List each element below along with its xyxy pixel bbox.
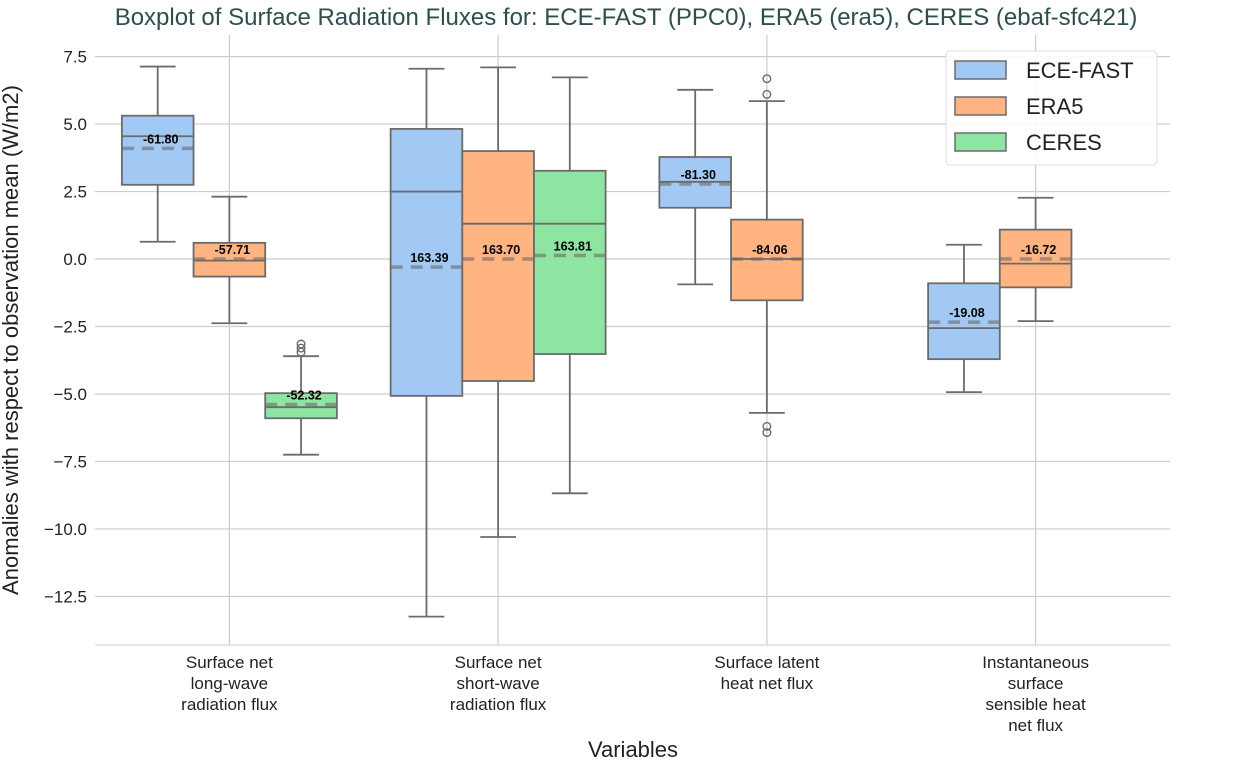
y-tick-label: 7.5 [63,48,87,67]
x-tick-label: surface [1008,674,1064,693]
x-tick-label: heat net flux [721,674,814,693]
box-ceres: 163.81 [533,76,607,495]
outlier-point [762,74,772,84]
box-era5: 163.70 [461,66,535,538]
chart-title: Boxplot of Surface Radiation Fluxes for:… [115,4,1138,31]
box-ece-fast: -81.30 [658,88,732,286]
iqr-box [389,128,464,397]
box-value-label: -19.08 [949,306,984,320]
y-tick-label: −7.5 [53,452,87,471]
x-tick-label: Surface net [455,653,542,672]
outlier-point [762,428,772,438]
x-axis-label: Variables [588,737,678,761]
box-era5: -84.06 [730,74,804,438]
legend-label: ERA5 [1026,94,1083,119]
x-tick-label: radiation flux [181,695,278,714]
legend-swatch-ceres [954,132,1007,152]
y-axis-label: Anomalies with respect to observation me… [0,85,23,595]
y-tick-label: 5.0 [63,115,87,134]
y-tick-label: −10.0 [44,520,87,539]
legend-swatch-era5 [954,96,1007,116]
box-value-label: 163.70 [482,243,520,257]
box-value-label: 163.81 [554,240,592,254]
box-ece-fast: 163.39 [389,67,464,618]
box-value-label: -16.72 [1021,243,1056,257]
iqr-box [533,169,607,355]
box-era5: -57.71 [192,195,267,325]
box-value-label: -57.71 [215,243,250,257]
x-tick-label: short-wave [457,674,540,693]
outlier-point [296,347,306,357]
box-value-label: -52.32 [286,389,321,403]
x-tick-label: radiation flux [450,695,547,714]
legend-label: ECE-FAST [1026,58,1134,83]
x-tick-label: Surface latent [714,653,819,672]
box-ece-fast: -19.08 [927,243,1001,393]
y-tick-label: 0.0 [63,250,87,269]
iqr-box [120,114,195,186]
outlier-point [296,343,306,353]
x-tick-label: net flux [1008,716,1063,735]
x-tick-label: Instantaneous [982,653,1089,672]
y-tick-label: −12.5 [44,587,87,606]
box-ece-fast: -61.80 [120,65,195,243]
x-tick-label: long-wave [191,674,269,693]
box-ceres: -52.32 [264,339,338,456]
box-value-label: 163.39 [410,251,448,265]
x-tick-label: Surface net [186,653,273,672]
legend-swatch-ece-fast [954,60,1007,80]
box-value-label: -61.80 [143,132,178,146]
box-value-label: -84.06 [752,243,787,257]
box-value-label: -81.30 [680,168,715,182]
box-era5: -16.72 [998,196,1073,323]
outlier-point [762,421,772,431]
iqr-box [461,150,535,382]
y-tick-label: 2.5 [63,183,87,202]
outlier-point [762,89,772,99]
y-tick-label: −2.5 [53,318,87,337]
y-tick-label: −5.0 [53,385,87,404]
legend-label: CERES [1026,130,1102,155]
x-tick-label: sensible heat [986,695,1086,714]
